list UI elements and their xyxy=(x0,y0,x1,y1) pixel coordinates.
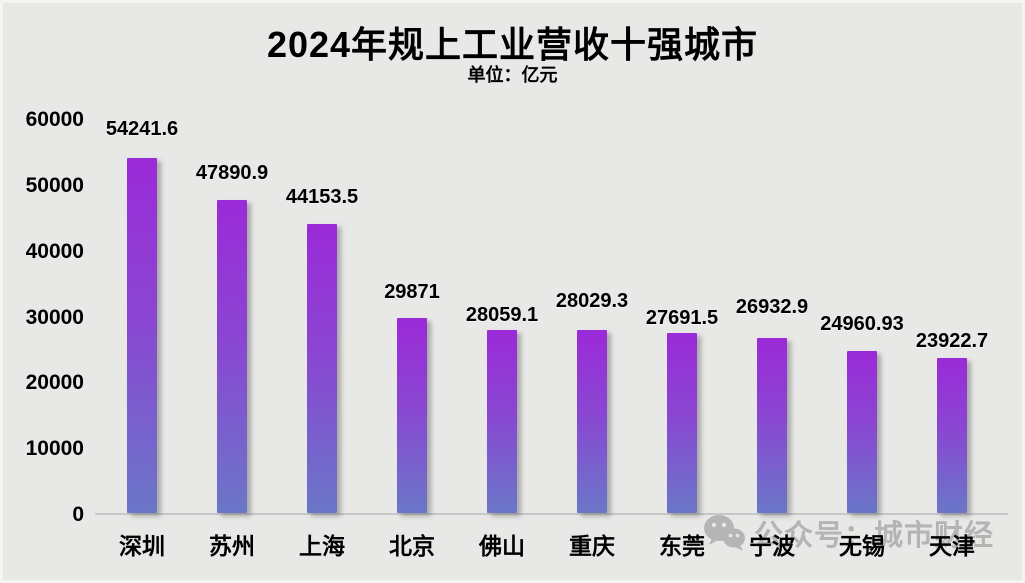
x-axis-label: 东莞 xyxy=(659,533,705,559)
bar xyxy=(847,350,877,513)
y-tick-label: 0 xyxy=(72,503,84,526)
bar xyxy=(397,318,427,513)
wechat-icon xyxy=(702,514,748,552)
bar-value-label: 28029.3 xyxy=(555,290,629,313)
bar-value-label: 27691.5 xyxy=(645,306,719,329)
bar xyxy=(577,330,607,513)
bar xyxy=(937,357,967,513)
x-axis-label: 苏州 xyxy=(209,533,255,559)
x-axis-label: 宁波 xyxy=(749,533,795,559)
watermark-text: 公众号：城市财经 xyxy=(754,520,995,552)
x-axis-line xyxy=(95,513,1008,515)
y-tick-label: 40000 xyxy=(25,239,84,263)
y-tick-label: 30000 xyxy=(25,305,84,329)
x-axis-label: 天津 xyxy=(929,533,975,559)
y-tick-label: 20000 xyxy=(25,371,84,395)
x-axis-label: 无锡 xyxy=(839,533,885,559)
x-axis-label: 佛山 xyxy=(479,533,525,559)
bar xyxy=(487,330,517,513)
bar xyxy=(307,224,337,513)
x-axis-label: 深圳 xyxy=(119,533,165,559)
watermark: 公众号：城市财经 xyxy=(702,512,994,554)
bar xyxy=(217,199,247,513)
bar-value-label: 44153.5 xyxy=(285,186,359,209)
bar xyxy=(667,332,697,513)
chart-title: 2024年规上工业营收十强城市 xyxy=(266,24,759,65)
y-tick-label: 60000 xyxy=(25,108,84,131)
x-axis-label: 北京 xyxy=(389,533,435,559)
bar-value-label: 28059.1 xyxy=(465,304,539,327)
y-tick-label: 50000 xyxy=(25,173,84,197)
x-axis-label: 上海 xyxy=(299,533,345,559)
y-tick-label: 10000 xyxy=(25,437,84,461)
bar-value-label: 29871 xyxy=(384,281,440,304)
x-axis-label: 重庆 xyxy=(569,533,615,559)
bar-value-label: 26932.9 xyxy=(735,295,809,318)
bar xyxy=(127,157,157,513)
unit-label: 单位：亿元 xyxy=(467,65,558,85)
bar-value-label: 47890.9 xyxy=(195,161,269,184)
bar-value-label: 54241.6 xyxy=(105,117,179,140)
bar-value-label: 23922.7 xyxy=(915,329,989,352)
bar-value-label: 24960.93 xyxy=(820,312,904,335)
bar xyxy=(757,337,787,513)
